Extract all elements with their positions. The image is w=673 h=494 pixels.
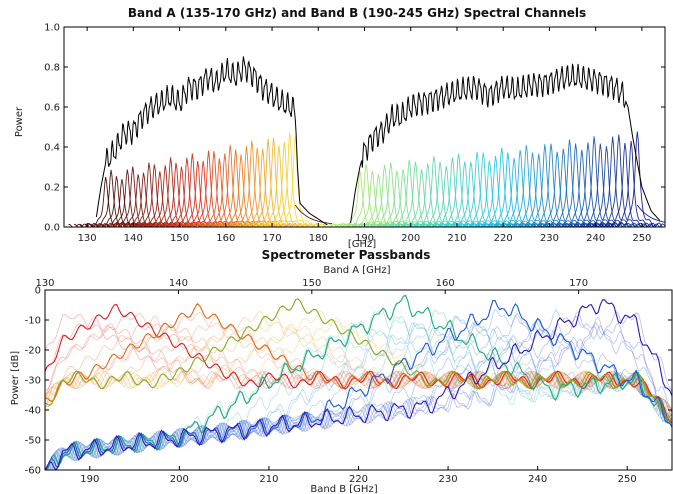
bottom-y-tick-label: -60 [25,466,41,477]
bottom-x-tick-label: 200 [170,474,189,485]
bottom-x2-tick-label: 130 [35,278,54,289]
bottom-y-tick-label: -50 [25,436,41,447]
top-x-tick-label: 220 [494,233,513,244]
top-x-tick-label: 150 [170,233,189,244]
top-y-tick-label: 0.0 [44,223,60,234]
band-B-tail [636,204,666,223]
faint-passband-line [45,315,672,415]
top-chart-title: Band A (135-170 GHz) and Band B (190-245… [128,6,586,20]
top-chart: Band A (135-170 GHz) and Band B (190-245… [14,6,666,250]
band-A-channels [68,132,333,228]
bottom-x2-tick-label: 170 [569,278,588,289]
bottom-x-tick-label: 210 [259,474,278,485]
faint-passband-line [45,323,672,421]
top-y-tick-label: 0.8 [44,63,60,74]
bottom-chart-title: Spectrometer Passbands [262,248,431,262]
top-x-tick-label: 170 [262,233,281,244]
highlighted-passband-line [45,300,672,470]
top-x-tick-label: 140 [124,233,143,244]
bottom-y-axis-label: Power [dB] [10,351,21,406]
highlighted-passband-line [45,298,672,419]
band-B-channels [322,131,666,228]
bottom-plot-area: 0 -10 -20 -30 -40 -50 -60 190 200 210 220 230 240 250… [25,278,673,485]
top-plot-area: 0.0 0.2 0.4 0.6 0.8 1.0 130 140 150 160 170 180 190 2… [44,23,666,244]
top-x-tick-label: 250 [632,233,651,244]
faint-passband-line [45,325,672,418]
bottom-x2-tick-label: 160 [436,278,455,289]
bottom-x-tick-label: 190 [80,474,99,485]
faint-passband-line [45,316,672,470]
bottom-y-tick-label: -40 [25,406,41,417]
band-A-tail [294,204,333,225]
bottom-top-axis-label: Band A [GHz] [323,265,390,276]
bottom-x-tick-label: 250 [618,474,637,485]
faint-passband-line [45,325,672,419]
bottom-x-tick-label: 220 [349,474,368,485]
bottom-y-tick-label: -20 [25,346,41,357]
faint-passband-line [45,323,672,417]
bottom-lines [45,294,672,470]
faint-passband-line [47,310,672,470]
faint-passband-line [45,317,672,422]
faint-passband-line [45,313,672,412]
faint-passband-line [45,314,672,470]
band-B-channel-line [594,141,665,228]
bottom-x-tick-label: 230 [439,474,458,485]
top-x-tick-label: 160 [216,233,235,244]
top-x-tick-label: 180 [309,233,328,244]
highlighted-passband-line [45,304,672,423]
highlighted-passband-line [45,299,672,470]
top-x-tick-label: 230 [540,233,559,244]
faint-passband-line [48,320,672,470]
bottom-x-tick-label: 240 [528,474,547,485]
top-x-tick-label: 200 [401,233,420,244]
bottom-x2-tick-label: 140 [169,278,188,289]
bottom-x-axis-label: Band B [GHz] [310,484,377,494]
top-axes-frame [63,26,666,228]
faint-passband-line [45,312,672,424]
top-y-tick-label: 0.6 [44,103,60,114]
top-x-tick-label: 190 [355,233,374,244]
top-x-tick-label: 130 [78,233,97,244]
bottom-y-tick-label: -10 [25,316,41,327]
highlighted-passband-line [45,302,672,422]
bottom-x2-tick-label: 150 [302,278,321,289]
faint-passband-line [45,311,672,413]
total-power-line [95,56,328,226]
top-y-tick-label: 0.4 [44,143,60,154]
top-x-tick-label: 210 [447,233,466,244]
bottom-y-tick-label: -30 [25,376,41,387]
faint-passband-line [49,321,672,470]
total-power-line [350,63,661,224]
bottom-chart: Spectrometer Passbands Band A [GHz] 0 -10… [10,248,673,494]
top-y-tick-label: 0.2 [44,183,60,194]
top-x-axis-label: [GHz] [348,239,376,250]
highlighted-passband-line [46,294,672,470]
top-x-tick-label: 240 [586,233,605,244]
faint-passband-line [45,316,672,413]
top-y-tick-label: 1.0 [44,23,60,34]
faint-passband-line [48,320,672,470]
bottom-y-tick-label: 0 [35,286,41,297]
top-y-axis-label: Power [14,106,25,137]
faint-passband-line [45,310,672,423]
